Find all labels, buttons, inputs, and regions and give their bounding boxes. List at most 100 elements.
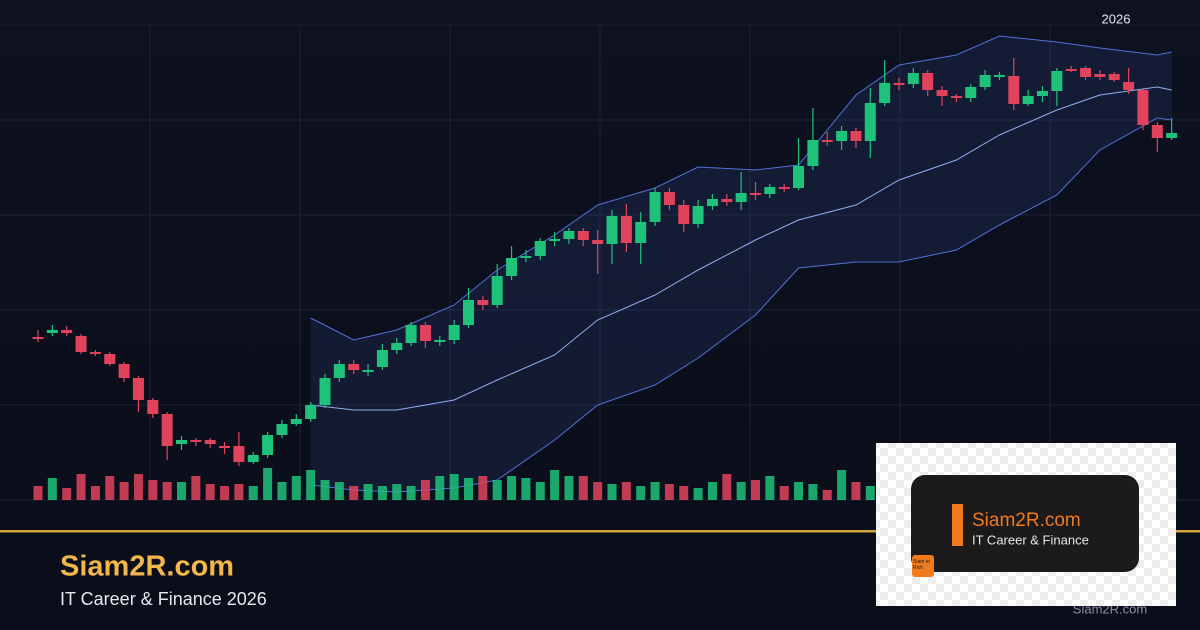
volume-bar [707,482,717,500]
candle-body [678,205,690,224]
volume-bar [320,480,330,500]
badge-box: Siam to Rich [913,559,930,571]
candle-body [463,300,474,325]
candle-body [1137,90,1149,125]
grid [0,24,1200,501]
candle-body [61,330,73,333]
volume-bar [837,470,847,500]
candle-body [735,193,747,202]
candle-body [778,187,790,189]
candle-body [132,378,144,400]
banner-subtitle: IT Career & Finance 2026 [60,589,267,609]
candle-body [979,75,991,87]
candle-body [1108,74,1120,80]
volume-bar [406,486,416,500]
candle-body [993,75,1005,77]
candle-body [147,400,159,414]
volume-bar [636,486,646,500]
badge-text: Siam to Rich [913,559,930,571]
divider [0,530,1200,533]
card-title: Siam2R.com [972,510,1081,531]
candle-body [879,83,891,103]
candle-body [1151,125,1163,138]
candle-body [46,330,58,333]
volume-bar [76,474,86,500]
volume-bar [578,476,588,500]
candle-body [592,240,604,244]
candle-body [635,222,647,243]
candle-body [32,337,44,339]
candle-body [118,364,130,378]
volume-bar [650,482,660,500]
volume-bar [234,484,244,500]
candle-body [75,336,87,352]
volume-bar [736,482,746,500]
volume-bar [808,484,818,500]
candle-body [1037,91,1048,96]
volume-bar [550,470,560,500]
volume-bar [507,476,517,500]
volume-bar [693,488,703,500]
volume-bar [220,486,230,500]
candle-body [1166,133,1178,138]
candle-body [864,103,876,141]
candle-body [391,343,403,350]
volume-bar [564,476,574,500]
candle-body [936,90,948,96]
candle-body [333,364,345,378]
candle-body [922,73,934,90]
candle-body [1051,71,1063,91]
volume-bar [349,486,359,500]
candle-body [405,325,417,343]
candle-body [1065,69,1077,71]
candle-body [1123,82,1135,90]
candle-body [606,216,618,244]
badge [912,555,934,577]
volume-bar [33,486,43,500]
candle-body [1080,68,1092,77]
volume-bar [377,486,387,500]
volume-bar [306,470,316,500]
candle-body [1094,74,1106,77]
volume-bar [263,468,273,500]
candle-body [893,83,905,85]
volume-bar [492,480,502,500]
volume-bar [751,480,760,500]
volume-bar [291,476,301,500]
volume-bar [62,488,72,500]
volume-bar [449,474,459,500]
volume-bar [722,474,732,500]
candle-body [362,370,374,372]
candle-body [965,87,977,98]
candle-body [692,206,704,224]
candle-body [219,446,231,448]
volume-bar [865,486,875,500]
candle-body [477,300,489,305]
volume-bar [177,482,186,500]
candle-body [161,414,173,446]
volume-bar [607,484,617,500]
volume-bar [133,474,143,500]
volume-bar [664,484,674,500]
candle-body [950,96,962,98]
card-accent [952,504,963,546]
volume-bar [794,482,804,500]
candle-body [836,131,848,141]
volume-bar [277,482,287,500]
volume-bar [435,476,445,500]
volume-bar [593,482,603,500]
card-panel [911,475,1139,572]
volume-bar [779,486,789,500]
card-subtitle: IT Career & Finance [972,532,1089,547]
volume-bar [679,486,689,500]
candle-body [434,340,446,342]
volume-bar [535,482,545,500]
candle-body [764,187,776,194]
candle-body [563,231,575,239]
volume-bar [334,482,344,500]
volume-bar [392,484,402,500]
candle-body [1022,96,1034,104]
candle-body [663,192,675,205]
candle-body [793,166,805,188]
